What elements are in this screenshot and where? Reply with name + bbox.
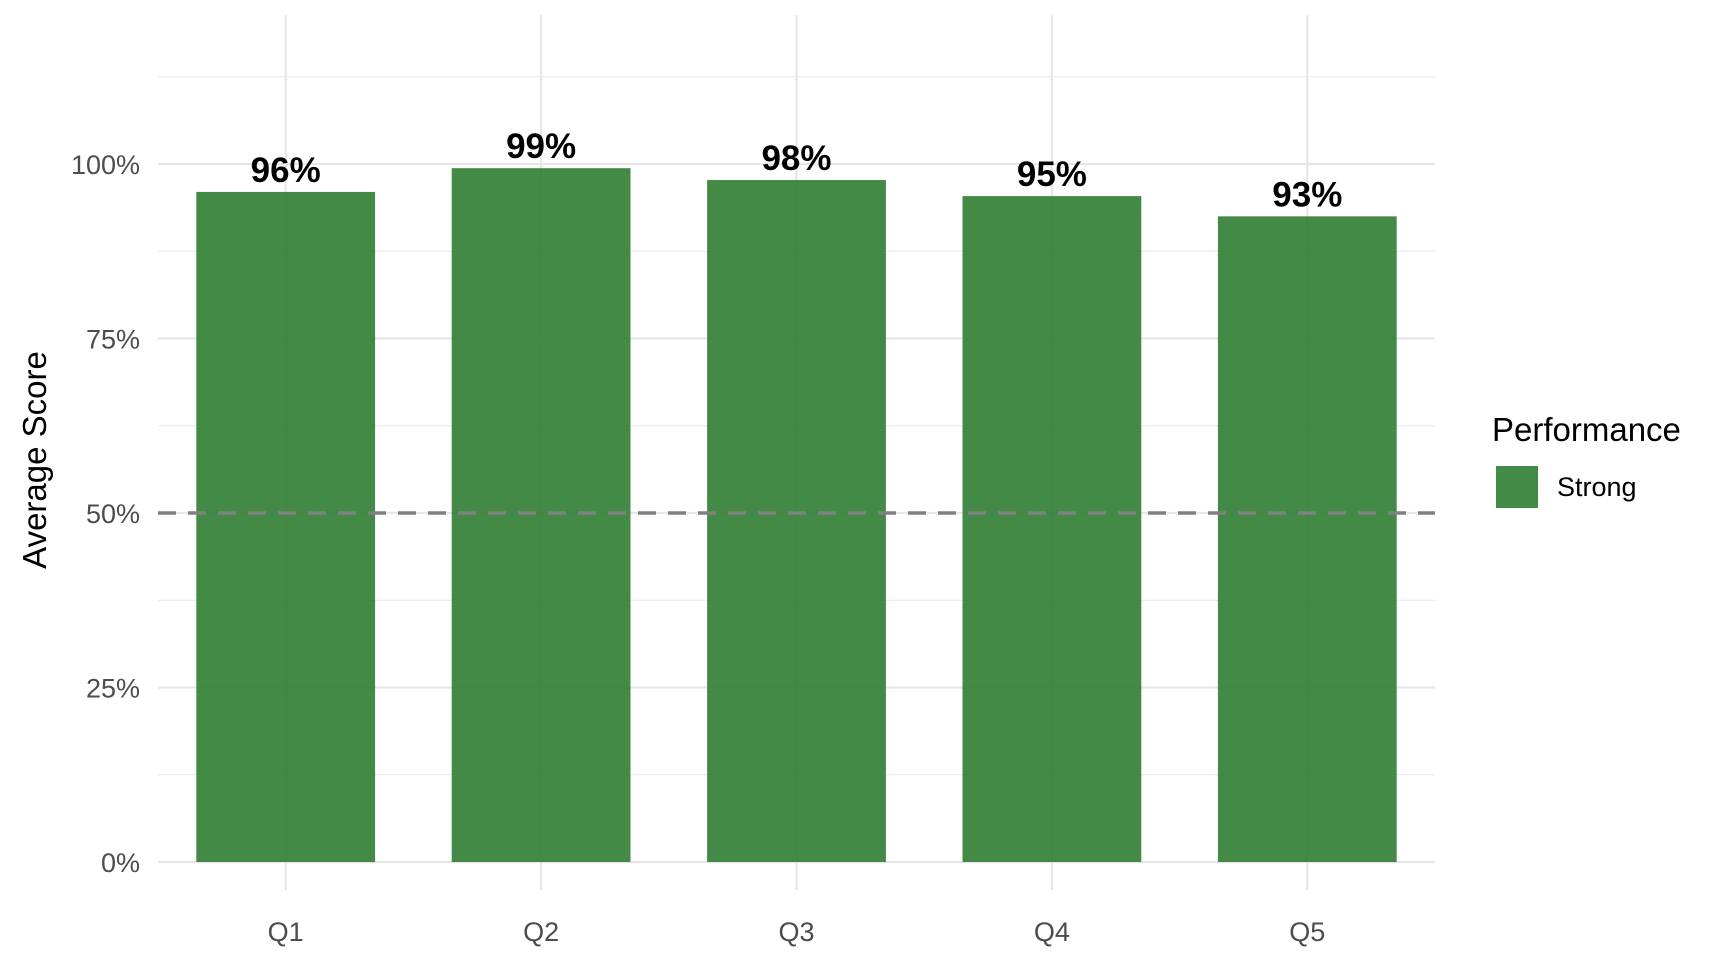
x-tick-label: Q4 xyxy=(1034,917,1070,947)
bar xyxy=(1217,216,1397,863)
bar-value-label: 96% xyxy=(251,151,321,190)
legend-title: Performance xyxy=(1492,411,1681,448)
y-tick-label: 50% xyxy=(86,499,140,529)
bar-value-label: 93% xyxy=(1272,175,1342,214)
bar xyxy=(196,191,376,863)
bar-value-label: 98% xyxy=(761,139,831,178)
legend-entries: Strong xyxy=(1496,466,1637,508)
label-layer: 96% 99% 98% 95% 93% xyxy=(251,127,1343,214)
y-tick-label: 25% xyxy=(86,674,140,704)
y-tick-label: 0% xyxy=(101,848,140,878)
bar xyxy=(451,168,631,863)
legend: Performance Strong xyxy=(1492,411,1681,508)
x-tick-label: Q1 xyxy=(268,917,304,947)
bar xyxy=(962,196,1142,862)
x-tick-label: Q3 xyxy=(778,917,814,947)
x-tick-label: Q2 xyxy=(523,917,559,947)
bar-layer xyxy=(196,168,1397,863)
x-tick-label: Q5 xyxy=(1289,917,1325,947)
y-axis-title: Average Score xyxy=(16,351,53,569)
axis-layer: 0% 25% 50% 75% 100% Q1 Q2 Q3 Q4 Q5 xyxy=(71,150,1325,947)
y-tick-label: 75% xyxy=(86,325,140,355)
bar-value-label: 95% xyxy=(1017,155,1087,194)
y-tick-label: 100% xyxy=(71,150,140,180)
legend-swatch xyxy=(1496,466,1538,508)
bar xyxy=(707,180,886,862)
bar-value-label: 99% xyxy=(506,127,576,166)
legend-label: Strong xyxy=(1557,472,1637,502)
